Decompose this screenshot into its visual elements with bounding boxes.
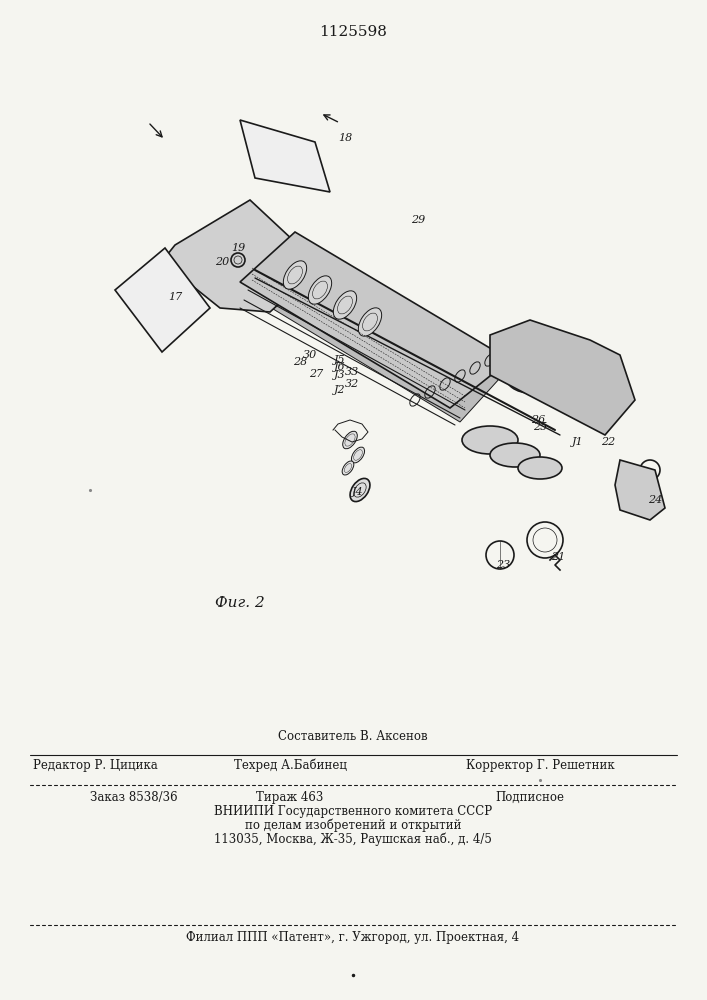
Polygon shape bbox=[115, 248, 210, 352]
Text: 25: 25 bbox=[533, 422, 547, 432]
Ellipse shape bbox=[557, 376, 593, 400]
Text: 20: 20 bbox=[215, 257, 229, 267]
Text: 18: 18 bbox=[338, 133, 352, 143]
Ellipse shape bbox=[351, 447, 365, 463]
Text: по делам изобретений и открытий: по делам изобретений и открытий bbox=[245, 818, 461, 832]
Text: 22: 22 bbox=[601, 437, 615, 447]
Text: J6: J6 bbox=[334, 362, 346, 372]
Ellipse shape bbox=[284, 261, 307, 289]
Ellipse shape bbox=[358, 308, 382, 336]
Text: Составитель В. Аксенов: Составитель В. Аксенов bbox=[278, 730, 428, 743]
Text: J4: J4 bbox=[352, 487, 364, 497]
Text: J5: J5 bbox=[334, 355, 346, 365]
Text: 24: 24 bbox=[648, 495, 662, 505]
Text: 33: 33 bbox=[345, 367, 359, 377]
Text: 27: 27 bbox=[309, 369, 323, 379]
Text: J3: J3 bbox=[334, 370, 346, 380]
Text: 26: 26 bbox=[531, 415, 545, 425]
Polygon shape bbox=[240, 120, 330, 192]
Text: Филиал ППП «Патент», г. Ужгород, ул. Проектная, 4: Филиал ППП «Патент», г. Ужгород, ул. Про… bbox=[187, 930, 520, 944]
Text: 30: 30 bbox=[303, 350, 317, 360]
Polygon shape bbox=[163, 200, 305, 312]
Polygon shape bbox=[490, 320, 635, 435]
Ellipse shape bbox=[462, 426, 518, 454]
Ellipse shape bbox=[350, 478, 370, 502]
Ellipse shape bbox=[342, 461, 354, 475]
Ellipse shape bbox=[518, 457, 562, 479]
Polygon shape bbox=[240, 232, 510, 408]
Text: 21: 21 bbox=[551, 552, 565, 562]
Polygon shape bbox=[615, 460, 665, 520]
Text: 23: 23 bbox=[496, 560, 510, 570]
Ellipse shape bbox=[333, 291, 356, 319]
Text: 28: 28 bbox=[293, 357, 307, 367]
Text: 1125598: 1125598 bbox=[319, 25, 387, 39]
Ellipse shape bbox=[308, 276, 332, 304]
Text: 29: 29 bbox=[411, 215, 425, 225]
Text: J1: J1 bbox=[572, 437, 584, 447]
Text: 17: 17 bbox=[168, 292, 182, 302]
Ellipse shape bbox=[490, 443, 540, 467]
Text: Тираж 463: Тираж 463 bbox=[257, 790, 324, 804]
Ellipse shape bbox=[343, 431, 357, 449]
Polygon shape bbox=[250, 250, 500, 422]
Text: Фиг. 2: Фиг. 2 bbox=[215, 596, 265, 610]
Text: Заказ 8538/36: Заказ 8538/36 bbox=[90, 790, 177, 804]
Text: J2: J2 bbox=[334, 385, 346, 395]
Ellipse shape bbox=[533, 365, 577, 395]
Text: 32: 32 bbox=[345, 379, 359, 389]
Text: ВНИИПИ Государственного комитета СССР: ВНИИПИ Государственного комитета СССР bbox=[214, 804, 492, 818]
Text: Корректор Г. Решетник: Корректор Г. Решетник bbox=[466, 758, 614, 772]
Text: 19: 19 bbox=[231, 243, 245, 253]
Text: Техред А.Бабинец: Техред А.Бабинец bbox=[233, 758, 346, 772]
Text: Подписное: Подписное bbox=[496, 790, 564, 804]
Ellipse shape bbox=[505, 357, 555, 393]
Text: Редактор Р. Цицика: Редактор Р. Цицика bbox=[33, 758, 158, 772]
Text: 113035, Москва, Ж-35, Раушская наб., д. 4/5: 113035, Москва, Ж-35, Раушская наб., д. … bbox=[214, 832, 492, 846]
